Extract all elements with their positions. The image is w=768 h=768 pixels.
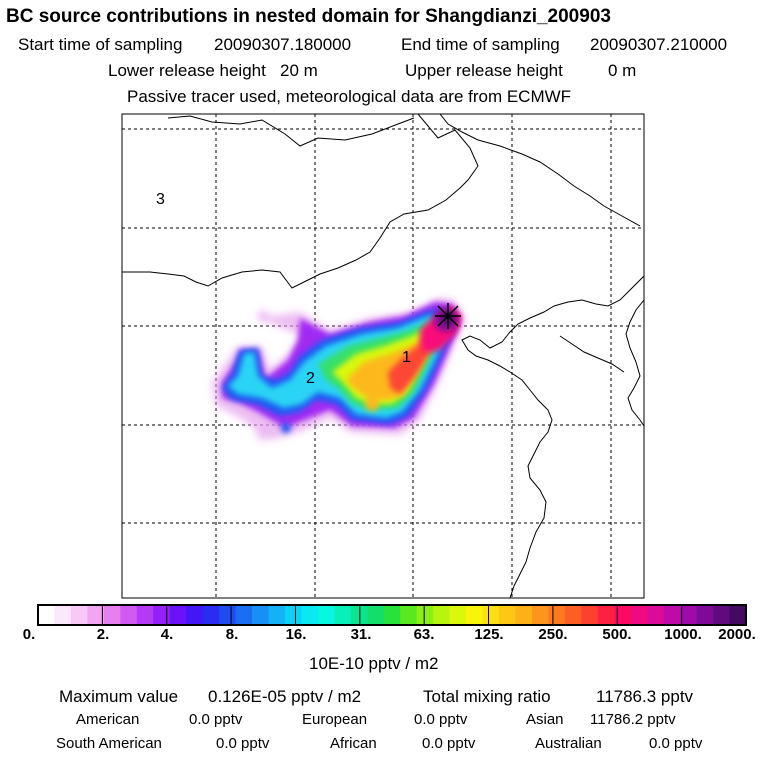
colorbar-swatch xyxy=(383,605,401,625)
asian-value: 11786.2 pptv xyxy=(590,711,676,728)
colorbar-swatch xyxy=(400,605,418,625)
region-label-2: 2 xyxy=(306,370,315,387)
colorbar-swatch xyxy=(268,605,286,625)
data-source-note: Passive tracer used, meteorological data… xyxy=(127,87,572,106)
colorbar-tick: 500. xyxy=(602,626,632,643)
colorbar-swatch xyxy=(482,605,500,625)
region-label-1: 1 xyxy=(402,349,411,366)
colorbar-swatch xyxy=(38,605,56,625)
colorbar-swatch xyxy=(416,605,434,625)
colorbar-legend xyxy=(37,604,747,626)
colorbar-tick: 1000. xyxy=(664,626,702,643)
colorbar-swatch xyxy=(54,605,72,625)
colorbar-swatch xyxy=(284,605,303,625)
colorbar-swatch xyxy=(548,605,566,625)
colorbar-tick: 2000. xyxy=(718,626,756,643)
total-mixing-label: Total mixing ratio xyxy=(423,687,551,706)
colorbar-swatch xyxy=(433,605,451,625)
colorbar-swatch xyxy=(581,605,599,625)
colorbar-swatch xyxy=(597,605,615,625)
map-frame xyxy=(121,113,645,599)
end-time-value: 20090307.210000 xyxy=(590,35,728,54)
colorbar-swatch xyxy=(334,605,352,625)
colorbar-swatch xyxy=(87,605,105,625)
colorbar-tick: 8. xyxy=(225,626,239,643)
colorbar-swatch xyxy=(153,605,171,625)
lower-release-label: Lower release height xyxy=(108,61,266,80)
asian-label: Asian xyxy=(526,711,564,728)
colorbar-swatch xyxy=(680,605,698,625)
colorbar-swatch xyxy=(301,605,319,625)
colorbar-swatch xyxy=(614,605,632,625)
max-value-label: Maximum value xyxy=(59,687,179,706)
american-label: American xyxy=(76,711,140,728)
upper-release-label: Upper release height xyxy=(405,61,563,80)
colorbar-tick: 0. xyxy=(22,626,36,643)
end-time-label: End time of sampling xyxy=(401,35,560,54)
australian-label: Australian xyxy=(535,735,602,752)
african-value: 0.0 pptv xyxy=(422,735,476,752)
colorbar-swatch xyxy=(367,605,385,625)
region-label-3: 3 xyxy=(156,191,165,208)
colorbar-swatch xyxy=(729,605,747,625)
colorbar-swatch xyxy=(531,605,550,625)
colorbar-swatch xyxy=(630,605,648,625)
colorbar-swatch xyxy=(202,605,220,625)
total-mixing-value: 11786.3 pptv xyxy=(596,687,694,706)
colorbar-swatch xyxy=(186,605,204,625)
colorbar-swatch xyxy=(449,605,467,625)
coastline-boundary xyxy=(122,114,644,598)
colorbar-swatch xyxy=(647,605,665,625)
african-label: African xyxy=(330,735,377,752)
colorbar-unit: 10E-10 pptv / m2 xyxy=(309,654,439,673)
colorbar-swatch xyxy=(235,605,253,625)
colorbar-swatch xyxy=(219,605,237,625)
colorbar-swatch xyxy=(169,605,187,625)
colorbar-tick: 31. xyxy=(350,626,372,643)
south-american-value: 0.0 pptv xyxy=(216,735,270,752)
contribution-plume xyxy=(212,298,465,441)
start-time-label: Start time of sampling xyxy=(18,35,183,54)
colorbar-tick: 125. xyxy=(474,626,504,643)
start-time-value: 20090307.180000 xyxy=(214,35,352,54)
colorbar-swatch xyxy=(564,605,582,625)
receptor-cross-marker xyxy=(435,303,461,329)
colorbar-swatch xyxy=(70,605,88,625)
colorbar-swatch xyxy=(317,605,335,625)
australian-value: 0.0 pptv xyxy=(649,735,703,752)
colorbar-swatch xyxy=(103,605,121,625)
colorbar-tick: 2. xyxy=(96,626,110,643)
colorbar-swatch xyxy=(252,605,270,625)
south-american-label: South American xyxy=(56,735,162,752)
colorbar-frame xyxy=(37,604,747,626)
upper-release-value: 0 m xyxy=(608,61,637,80)
max-value: 0.126E-05 pptv / m2 xyxy=(208,687,362,706)
lower-release-value: 20 m xyxy=(280,61,318,80)
plot-title: BC source contributions in nested domain… xyxy=(6,6,611,27)
colorbar-swatch xyxy=(466,605,484,625)
colorbar-swatch xyxy=(663,605,681,625)
colorbar-tick: 4. xyxy=(160,626,174,643)
colorbar-tick: 16. xyxy=(285,626,307,643)
american-value: 0.0 pptv xyxy=(189,711,243,728)
colorbar-tick: 63. xyxy=(413,626,435,643)
colorbar-swatch xyxy=(120,605,138,625)
european-label: European xyxy=(302,711,368,728)
colorbar-swatch xyxy=(515,605,533,625)
colorbar-swatch xyxy=(136,605,154,625)
colorbar-swatch xyxy=(499,605,517,625)
colorbar-tick: 250. xyxy=(538,626,568,643)
colorbar-swatch xyxy=(713,605,731,625)
european-value: 0.0 pptv xyxy=(414,711,468,728)
colorbar-swatch xyxy=(696,605,714,625)
